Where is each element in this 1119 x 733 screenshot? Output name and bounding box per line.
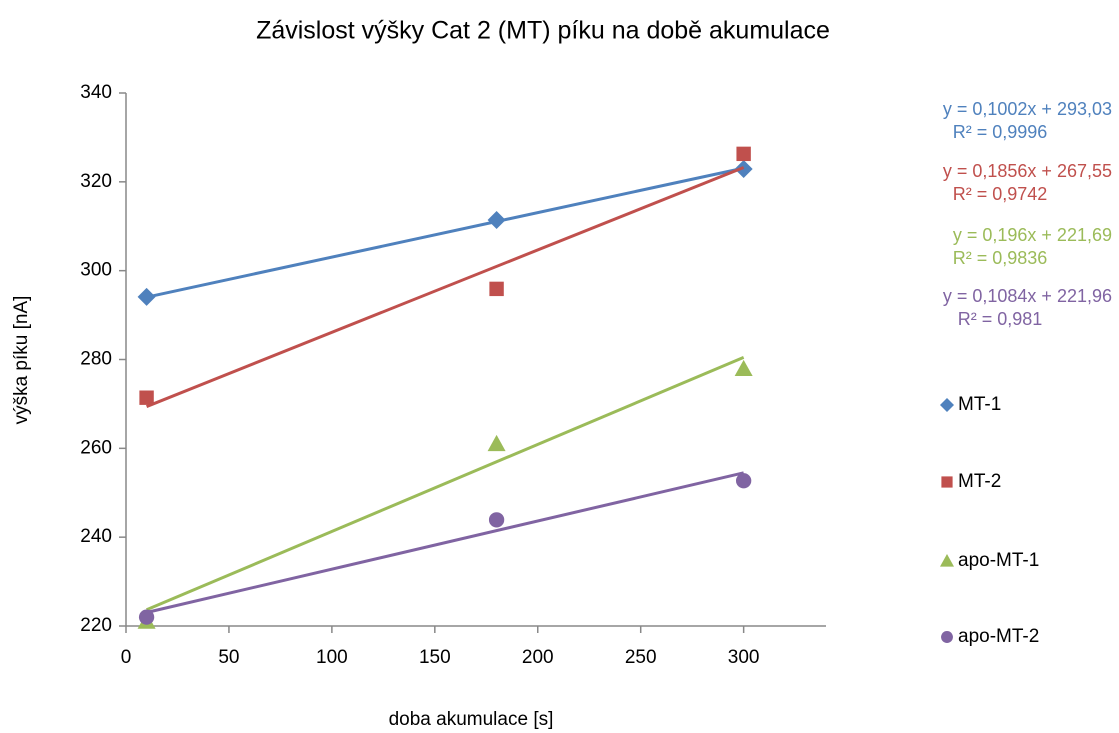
legend-marker xyxy=(941,631,953,643)
legend-label: MT-1 xyxy=(958,394,1001,415)
trendline-equation: y = 0,1002x + 293,03 xyxy=(943,99,1112,119)
point xyxy=(487,434,506,452)
trendline-r2: R² = 0,981 xyxy=(958,309,1043,329)
y-tick-label: 320 xyxy=(80,171,112,192)
trendline xyxy=(146,166,744,299)
point xyxy=(138,609,155,625)
chart-title: Závislost výšky Cat 2 (MT) píku na době … xyxy=(256,17,830,45)
legend-label: apo-MT-1 xyxy=(958,550,1039,571)
x-axis-title: doba akumulace [s] xyxy=(389,709,554,730)
x-tick-label: 150 xyxy=(419,647,451,668)
trendline xyxy=(146,166,745,408)
legend-marker xyxy=(940,398,954,412)
trendline-equation: y = 0,1856x + 267,55 xyxy=(943,161,1112,181)
x-tick-label: 250 xyxy=(625,647,657,668)
trendline-equation: y = 0,1084x + 221,96 xyxy=(943,286,1112,306)
x-tick-label: 100 xyxy=(316,647,348,668)
point xyxy=(137,287,156,306)
x-tick-label: 200 xyxy=(522,647,554,668)
legend-label: apo-MT-2 xyxy=(958,626,1039,647)
trendline-r2: R² = 0,9836 xyxy=(953,248,1048,268)
trendline-r2: R² = 0,9996 xyxy=(953,122,1048,142)
legend-label: MT-2 xyxy=(958,471,1001,492)
trendline-r2: R² = 0,9742 xyxy=(953,184,1048,204)
y-axis-title: výška píku [nA] xyxy=(11,296,32,425)
y-tick-label: 260 xyxy=(80,437,112,458)
x-tick-label: 300 xyxy=(728,647,760,668)
x-tick-label: 50 xyxy=(218,647,239,668)
point xyxy=(735,473,752,489)
x-tick-label: 0 xyxy=(121,647,132,668)
y-tick-label: 240 xyxy=(80,526,112,547)
point xyxy=(139,390,154,405)
y-tick-label: 220 xyxy=(80,615,112,636)
point xyxy=(488,512,505,528)
point xyxy=(489,281,504,297)
y-tick-label: 340 xyxy=(80,82,112,103)
legend-marker xyxy=(940,554,954,567)
trendline-equation: y = 0,196x + 221,69 xyxy=(953,225,1112,245)
trendline xyxy=(146,355,745,612)
point xyxy=(487,211,506,230)
point xyxy=(736,146,751,162)
y-tick-label: 280 xyxy=(80,349,112,370)
trendline xyxy=(146,471,744,614)
y-tick-label: 300 xyxy=(80,260,112,281)
point xyxy=(734,359,753,377)
legend-marker xyxy=(941,476,953,488)
